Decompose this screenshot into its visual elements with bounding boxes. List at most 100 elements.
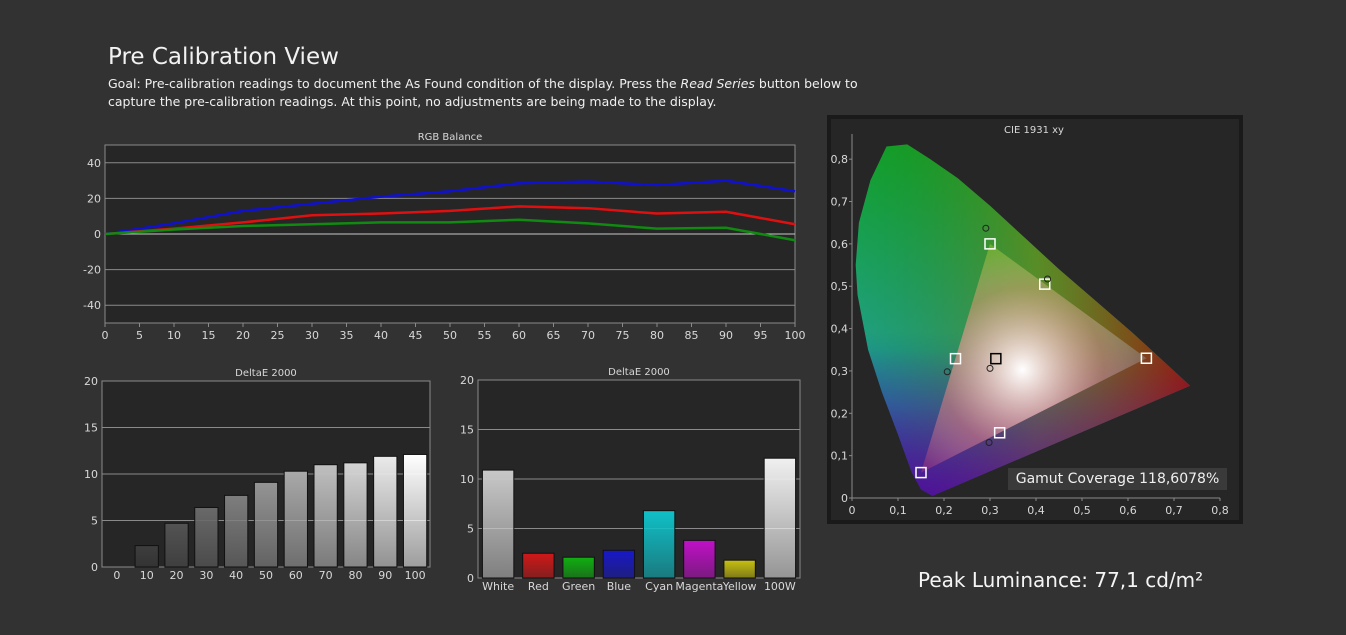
- cie-y-tick-label: 0,8: [831, 153, 849, 166]
- deltae-greyscale-y-tick-label: 5: [91, 515, 98, 528]
- cie-title: CIE 1931 xy: [1004, 125, 1064, 136]
- deltae-greyscale-bar-60: [283, 470, 308, 568]
- cie-measured-marker: [982, 224, 990, 232]
- rgb-x-tick-label: 10: [167, 329, 181, 342]
- deltae-colors-bar-red: [522, 552, 555, 579]
- rgb-x-tick-label: 25: [271, 329, 285, 342]
- cie-y-tick-label: 0,2: [831, 407, 849, 420]
- deltae-greyscale-bar-80: [343, 462, 368, 568]
- rgb-x-tick-label: 55: [478, 329, 492, 342]
- rgb-series-line-1: [104, 205, 796, 236]
- cie-target-marker: [1140, 352, 1153, 364]
- cie-target-marker: [990, 352, 1002, 365]
- rgb-chart-title: RGB Balance: [418, 132, 483, 143]
- deltae-greyscale-x-label: 10: [140, 569, 154, 582]
- cie-x-tick-label: 0,4: [1027, 504, 1045, 517]
- cie-gamut-triangle-highlight: [921, 243, 1147, 473]
- deltae-greyscale-bar-90: [373, 455, 398, 568]
- cie-y-tick-label: 0,1: [831, 450, 849, 463]
- cie-y-tick-label: 0,6: [831, 238, 849, 251]
- deltae-colors-x-label: Green: [562, 580, 595, 593]
- cie-y-tick-label: 0: [841, 492, 848, 505]
- page-title: Pre Calibration View: [108, 44, 339, 70]
- rgb-x-tick-label: 35: [340, 329, 354, 342]
- rgb-x-tick-label: 45: [409, 329, 423, 342]
- cie-x-tick-label: 0,8: [1211, 504, 1229, 517]
- rgb-series-line-2: [104, 218, 796, 242]
- cie-x-tick-label: 0,7: [1165, 504, 1183, 517]
- rgb-x-tick-label: 95: [754, 329, 768, 342]
- rgb-y-tick-label: 0: [94, 228, 101, 241]
- deltae-colors-x-label: Red: [528, 580, 549, 593]
- rgb-x-tick-label: 85: [685, 329, 699, 342]
- deltae-colors-y-tick-label: 5: [467, 523, 474, 536]
- deltae-colors-bar-blue: [602, 549, 636, 579]
- rgb-series-line-0: [104, 179, 796, 236]
- deltae-greyscale-x-label: 100: [405, 569, 426, 582]
- deltae-greyscale-x-label: 20: [170, 569, 184, 582]
- deltae-greyscale-bar-50: [253, 481, 279, 568]
- deltae-greyscale-x-label: 70: [319, 569, 333, 582]
- cie-x-tick-label: 0,5: [1073, 504, 1091, 517]
- deltae-greyscale-bar-10: [134, 545, 159, 568]
- rgb-x-tick-label: 65: [547, 329, 561, 342]
- deltae-greyscale-bar-70: [313, 464, 338, 568]
- deltae-colors-y-tick-label: 15: [460, 424, 474, 437]
- rgb-x-tick-label: 60: [512, 329, 526, 342]
- cie-x-tick-label: 0,6: [1119, 504, 1137, 517]
- goal-text: Goal: Pre-calibration readings to docume…: [108, 76, 858, 109]
- cie-x-tick-label: 0,2: [935, 504, 953, 517]
- deltae-colors-title: DeltaE 2000: [608, 367, 670, 378]
- cie-x-tick-label: 0,1: [889, 504, 907, 517]
- cie-x-tick-label: 0,3: [981, 504, 999, 517]
- deltae-greyscale-x-label: 0: [113, 569, 120, 582]
- rgb-y-tick-label: -20: [83, 264, 101, 277]
- deltae-colors-x-label: Magenta: [675, 580, 723, 593]
- deltae-colors-bar-magenta: [683, 539, 716, 579]
- rgb-x-tick-label: 0: [102, 329, 109, 342]
- cie-target-marker: [993, 427, 1006, 439]
- rgb-x-tick-label: 80: [650, 329, 664, 342]
- deltae-greyscale-bar-100: [402, 453, 428, 568]
- cie-target-marker: [949, 352, 962, 365]
- deltae-colors-y-tick-label: 0: [467, 572, 474, 585]
- deltae-colors-y-tick-label: 10: [460, 473, 474, 486]
- deltae-colors-x-label: White: [482, 580, 514, 593]
- rgb-y-tick-label: -40: [83, 299, 101, 312]
- rgb-x-tick-label: 75: [616, 329, 630, 342]
- deltae-greyscale-bar-30: [194, 506, 219, 568]
- deltae-greyscale-x-label: 90: [378, 569, 392, 582]
- deltae-colors-x-label: Cyan: [645, 580, 673, 593]
- rgb-y-tick-label: 20: [87, 192, 101, 205]
- deltae-greyscale-x-label: 50: [259, 569, 273, 582]
- deltae-greyscale-y-tick-label: 0: [91, 561, 98, 574]
- cie-target-marker: [915, 466, 927, 479]
- rgb-x-tick-label: 90: [719, 329, 733, 342]
- cie-y-tick-label: 0,4: [831, 323, 849, 336]
- deltae-colors-x-label: Yellow: [722, 580, 757, 593]
- deltae-greyscale-y-tick-label: 20: [84, 375, 98, 388]
- deltae-colors-y-tick-label: 20: [460, 374, 474, 387]
- cie-measured-marker: [1044, 275, 1051, 283]
- rgb-x-tick-label: 5: [136, 329, 143, 342]
- deltae-colors-bar-green: [562, 556, 595, 579]
- deltae-colors-bar-white: [481, 469, 515, 579]
- deltae-colors-bar-cyan: [642, 510, 676, 579]
- rgb-x-tick-label: 70: [581, 329, 595, 342]
- read-series-reference: Read Series: [680, 76, 755, 91]
- rgb-x-tick-label: 40: [374, 329, 388, 342]
- rgb-x-tick-label: 30: [305, 329, 319, 342]
- deltae-greyscale-x-label: 40: [229, 569, 243, 582]
- cie-target-marker: [984, 238, 996, 250]
- rgb-x-tick-label: 100: [785, 329, 806, 342]
- rgb-x-tick-label: 15: [202, 329, 216, 342]
- deltae-greyscale-x-label: 80: [348, 569, 362, 582]
- deltae-colors-bar-yellow: [723, 559, 756, 579]
- deltae-greyscale-y-tick-label: 10: [84, 468, 98, 481]
- deltae-greyscale-bar-40: [224, 494, 249, 568]
- cie-x-tick-label: 0: [849, 504, 856, 517]
- deltae-colors-x-label: 100W: [764, 580, 796, 593]
